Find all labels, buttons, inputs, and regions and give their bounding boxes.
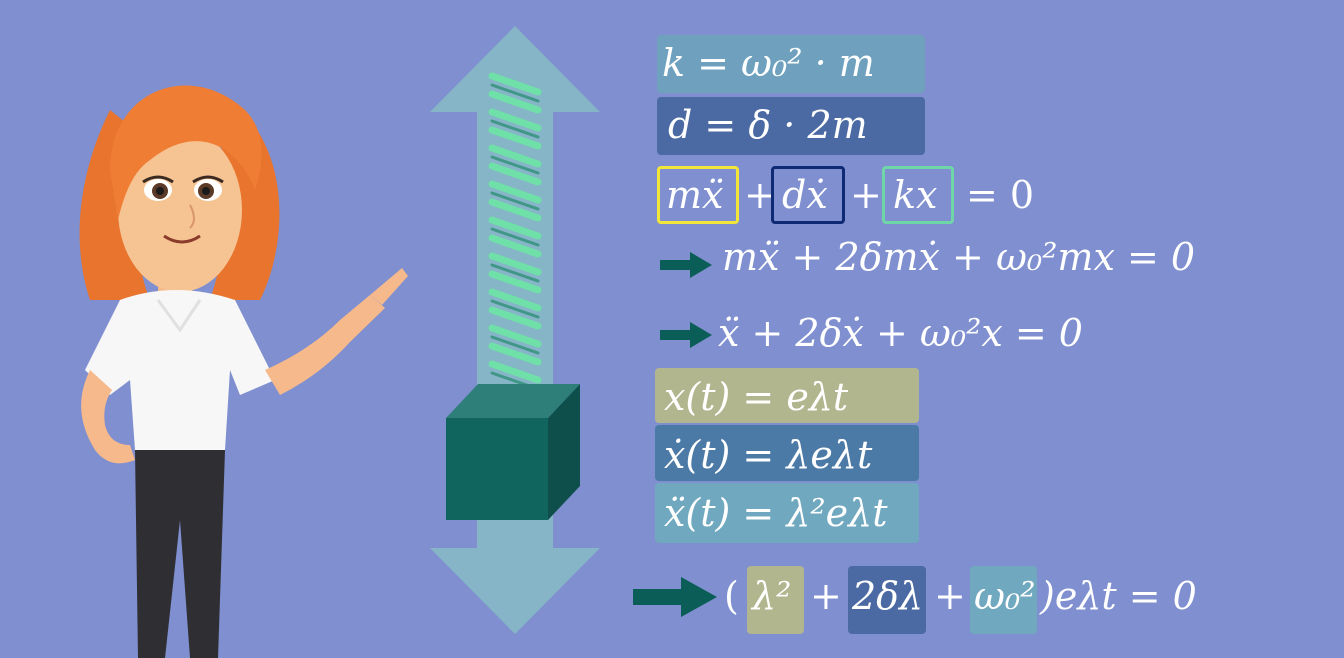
char-plus-2: + [934, 574, 966, 618]
ode-rhs: = 0 [966, 173, 1035, 217]
omega-zero-squared-box [970, 566, 1037, 634]
m-term-box [657, 166, 739, 224]
plus-1: + [744, 173, 776, 217]
m-term: mẍ [666, 173, 724, 217]
hair-bangs [110, 85, 262, 220]
k-term: kx [893, 173, 938, 217]
lambda-squared: λ² [752, 574, 792, 618]
plus-2: + [850, 173, 882, 217]
double-arrow [430, 26, 600, 634]
char-tail: )eλt = 0 [1040, 574, 1197, 618]
lambda-squared-box [747, 566, 804, 634]
large-right-arrow-icon [633, 577, 717, 617]
ansatz-dx-box [655, 425, 919, 481]
d-term-box [771, 166, 845, 224]
ansatz-x: x(t) = eλt [664, 375, 849, 419]
k-definition-box [657, 35, 925, 93]
two-delta-lambda-box [848, 566, 926, 634]
white-shirt [85, 290, 275, 450]
dark-pants [135, 450, 225, 658]
spring-coils [488, 72, 542, 384]
spring-mass-apparatus [430, 26, 600, 634]
k-symbol: k [662, 41, 686, 85]
ansatz-dx: ẋ(t) = λeλt [664, 433, 873, 477]
char-open-paren: ( [724, 574, 739, 618]
ansatz-x-box [655, 368, 919, 423]
char-plus-1: + [810, 574, 842, 618]
ode-expanded: mẍ + 2δmẋ + ω₀²mx = 0 [722, 235, 1196, 279]
ansatz-ddx-box [655, 483, 919, 543]
d-term: dẋ [782, 173, 828, 217]
right-arrow-icon [660, 322, 712, 348]
d-symbol: d [668, 103, 693, 147]
right-arrow-icon [660, 252, 712, 278]
k-definition: k = ω₀² · m [662, 44, 875, 82]
pointing-arm [265, 295, 385, 395]
mass-block [446, 384, 580, 520]
d-rhs: = δ · 2m [704, 103, 868, 147]
ansatz-ddx: ẍ(t) = λ²eλt [664, 491, 888, 535]
two-delta-lambda: 2δλ [852, 574, 924, 618]
k-rhs: = ω₀² · m [697, 41, 875, 85]
face [118, 128, 242, 292]
omega-zero-squared: ω₀² [974, 574, 1036, 618]
teacher-character [79, 85, 408, 658]
d-definition-box [657, 97, 925, 155]
ode-normalized: ẍ + 2δẋ + ω₀²x = 0 [718, 311, 1083, 355]
d-definition: d = δ · 2m [668, 106, 868, 144]
k-term-box [882, 166, 954, 224]
